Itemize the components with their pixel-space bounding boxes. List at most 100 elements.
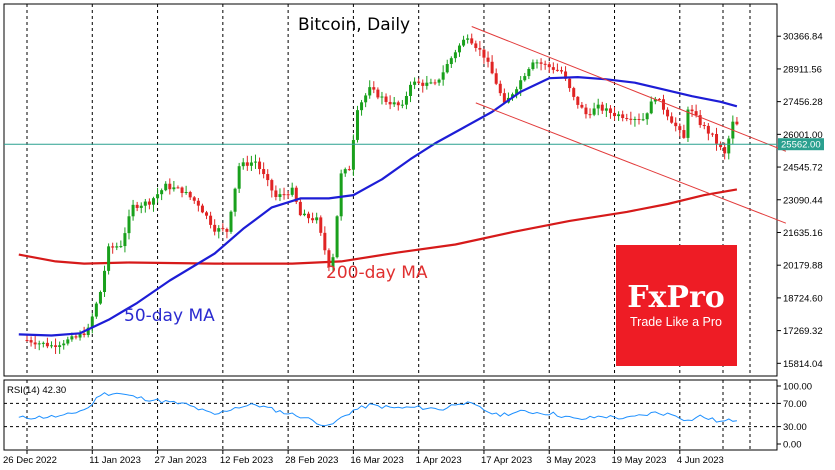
candle-body	[449, 58, 453, 65]
candle-body	[413, 81, 417, 85]
candle-body	[151, 198, 155, 205]
ma200-label: 200-day MA	[326, 263, 428, 283]
candle-body	[580, 104, 584, 108]
candle-body	[107, 246, 111, 271]
candle-body	[335, 216, 339, 258]
channel-layer	[471, 26, 787, 224]
candle-body	[462, 39, 466, 46]
candle-body	[719, 143, 723, 148]
candle-body	[608, 108, 612, 113]
candle-body	[45, 342, 49, 347]
candle-body	[164, 183, 168, 191]
candle-body	[551, 67, 555, 70]
candle-body	[531, 62, 535, 70]
candle-body	[278, 194, 282, 197]
candle-body	[547, 64, 551, 68]
candle-body	[66, 339, 70, 344]
candle-body	[205, 212, 209, 216]
candle-body	[457, 45, 461, 53]
candle-body	[604, 108, 608, 111]
ma200-layer	[18, 188, 738, 265]
rsi-y-tick-label: 0.00	[783, 440, 802, 451]
candle-body	[127, 216, 131, 234]
candle-body	[396, 102, 400, 106]
candle-body	[156, 194, 160, 199]
candle-body	[200, 205, 204, 213]
candle-body	[115, 246, 119, 248]
candle-body	[617, 114, 621, 117]
rsi-layer: 100.00 70.00 30.00 0.00	[4, 382, 812, 451]
candle-body	[519, 80, 523, 90]
candle-body	[258, 161, 262, 170]
candle-body	[404, 95, 408, 105]
candle-body	[25, 340, 29, 342]
candle-body	[600, 104, 604, 111]
candle-body	[470, 38, 474, 44]
candle-body	[498, 83, 502, 94]
candle-body	[160, 190, 164, 195]
candle-body	[690, 109, 694, 112]
candle-body	[58, 345, 62, 347]
candle-body	[29, 340, 33, 343]
y-tick-label: 28911.56	[783, 64, 822, 75]
candle-body	[286, 194, 290, 196]
x-tick-label: 19 May 2023	[612, 455, 667, 466]
candle-body	[649, 101, 653, 114]
candle-body	[323, 232, 327, 251]
candle-body	[360, 102, 364, 111]
candle-body	[331, 257, 335, 268]
candle-body	[302, 213, 306, 216]
x-tick-label: 3 May 2023	[546, 455, 596, 466]
candle-body	[666, 109, 670, 117]
candle-body	[584, 107, 588, 115]
candle-body	[86, 327, 90, 336]
x-tick-label: 17 Apr 2023	[481, 455, 532, 466]
y-tick-label: 20179.88	[783, 261, 823, 272]
candle-body	[49, 345, 53, 347]
candle-body	[376, 89, 380, 98]
candle-body	[266, 174, 270, 181]
candle-body	[653, 98, 657, 102]
chart-title: Bitcoin, Daily	[298, 15, 410, 35]
candle-body	[70, 336, 74, 340]
ma200-line	[18, 188, 738, 265]
candle-body	[82, 333, 86, 336]
candle-body	[135, 204, 139, 208]
candle-body	[380, 96, 384, 98]
candle-body	[539, 62, 543, 64]
y-tick-label: 30366.84	[783, 32, 823, 43]
candle-body	[78, 333, 82, 338]
candle-body	[119, 246, 123, 248]
candle-body	[351, 139, 355, 170]
candle-body	[425, 82, 429, 86]
candle-body	[478, 47, 482, 50]
candle-body	[270, 180, 274, 191]
candle-body	[282, 194, 286, 196]
candle-body	[641, 119, 645, 121]
candle-body	[723, 147, 727, 154]
candle-body	[613, 112, 617, 117]
candle-body	[490, 61, 494, 74]
candle-body	[715, 133, 719, 144]
candle-body	[217, 228, 221, 232]
candle-body	[315, 217, 319, 221]
x-tick-label: 11 Jan 2023	[89, 455, 141, 466]
candle-body	[559, 70, 563, 72]
fxpro-logo-box	[616, 245, 737, 366]
candle-body	[253, 161, 257, 163]
candle-body	[229, 211, 233, 232]
fxpro-tagline: Trade Like a Pro	[630, 315, 722, 329]
candle-body	[511, 94, 515, 98]
fxpro-brand-text: FxPro	[627, 280, 725, 315]
candle-body	[33, 342, 37, 345]
candle-body	[702, 125, 706, 127]
candle-body	[466, 38, 470, 40]
x-tick-label: 1 Apr 2023	[416, 455, 462, 466]
candle-body	[327, 250, 331, 268]
candle-body	[225, 229, 229, 232]
y-tick-label: 15814.04	[783, 359, 823, 370]
candle-body	[678, 126, 682, 131]
candle-body	[735, 121, 739, 125]
candle-body	[188, 192, 192, 198]
candle-body	[221, 228, 225, 230]
